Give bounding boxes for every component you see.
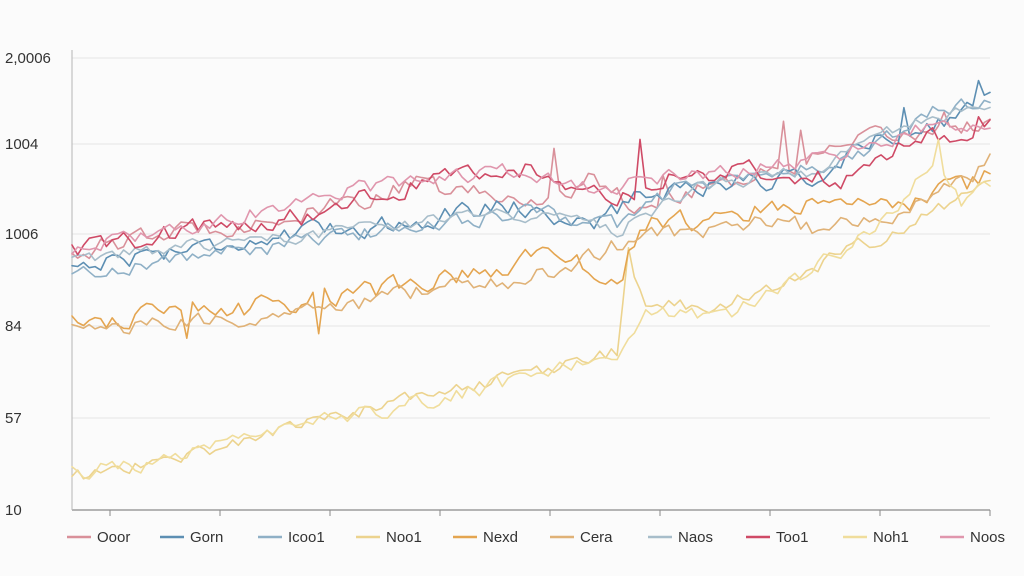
legend-item: Ooor: [67, 529, 130, 546]
legend-label: Gorn: [190, 529, 223, 546]
y-tick-label: 1006: [5, 226, 38, 243]
legend-label: Naos: [678, 529, 713, 546]
series-line-nexd: [71, 170, 991, 339]
legend-item: Naos: [648, 529, 713, 546]
legend-item: Noo1: [356, 529, 422, 546]
series-line-naos: [71, 106, 991, 262]
legend-item: Noos: [940, 529, 1005, 546]
legend-label: Too1: [776, 529, 809, 546]
legend-item: Cera: [550, 529, 613, 546]
y-tick-label: 10: [5, 502, 22, 519]
y-tick-label: 57: [5, 410, 22, 427]
series-line-noh1: [71, 138, 991, 480]
legend-label: Noo1: [386, 529, 422, 546]
series-lines: [71, 79, 991, 480]
series-line-noo1: [71, 179, 991, 480]
y-tick-label: 2,0006: [5, 50, 51, 67]
y-axis-tick-labels: 10 57 84 1006 1004 2,0006: [5, 50, 51, 519]
legend: Ooor Gorn Icoo1 Noo1 Nexd Cera Naos Too1 Noh1 Noo…: [67, 529, 1005, 546]
y-tick-label: 1004: [5, 136, 38, 153]
series-line-cera: [71, 153, 991, 335]
legend-label: Ooor: [97, 529, 130, 546]
legend-item: Noh1: [843, 529, 909, 546]
series-line-too1: [71, 116, 991, 256]
axes: [71, 50, 991, 516]
series-line-icoo1: [71, 98, 991, 278]
legend-item: Too1: [746, 529, 809, 546]
legend-item: Gorn: [160, 529, 223, 546]
legend-label: Icoo1: [288, 529, 325, 546]
series-line-noos: [71, 120, 991, 255]
y-tick-label: 84: [5, 318, 22, 335]
legend-label: Cera: [580, 529, 613, 546]
legend-item: Icoo1: [258, 529, 325, 546]
legend-label: Noos: [970, 529, 1005, 546]
series-line-ooor: [71, 111, 991, 260]
legend-item: Nexd: [453, 529, 518, 546]
legend-label: Nexd: [483, 529, 518, 546]
legend-label: Noh1: [873, 529, 909, 546]
gridlines: [72, 57, 990, 419]
